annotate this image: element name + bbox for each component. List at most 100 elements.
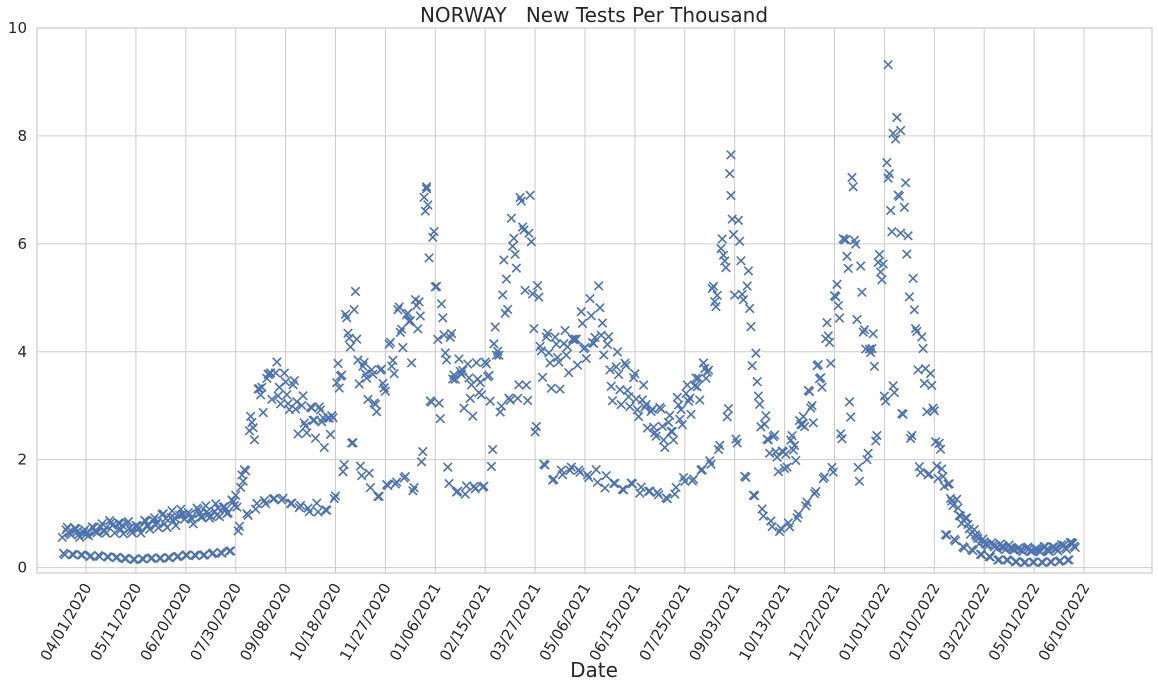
- data-point-marker: [419, 192, 429, 203]
- data-point-marker: [240, 466, 251, 476]
- data-point-marker: [506, 213, 517, 224]
- data-point-marker: [942, 530, 952, 540]
- data-point-marker: [633, 411, 644, 422]
- data-point-marker: [383, 480, 393, 491]
- data-point-marker: [586, 310, 597, 321]
- data-point-marker: [365, 482, 376, 493]
- data-point-marker: [76, 550, 86, 560]
- data-point-marker: [724, 168, 735, 179]
- data-point-marker: [169, 513, 180, 523]
- data-point-marker: [816, 373, 826, 383]
- data-point-marker: [847, 172, 857, 183]
- data-point-marker: [672, 392, 683, 403]
- data-point-marker: [697, 464, 708, 475]
- data-point-marker: [1038, 557, 1048, 568]
- data-point-marker: [742, 281, 752, 291]
- data-point-marker: [905, 433, 916, 444]
- data-point-marker: [910, 323, 921, 334]
- data-point-marker: [621, 360, 631, 371]
- data-point-marker: [364, 468, 374, 479]
- data-point-marker: [339, 459, 349, 470]
- data-point-marker: [394, 302, 404, 312]
- data-point-marker: [623, 392, 634, 402]
- data-point-marker: [784, 522, 795, 532]
- data-point-marker: [374, 491, 384, 502]
- data-point-marker: [235, 482, 246, 493]
- data-point-marker: [657, 421, 668, 432]
- data-point-marker: [732, 438, 742, 448]
- data-point-marker: [708, 281, 719, 292]
- data-point-marker: [60, 549, 70, 560]
- data-point-marker: [520, 285, 530, 296]
- data-point-marker: [793, 509, 804, 519]
- data-point-marker: [144, 524, 155, 535]
- data-point-marker: [630, 368, 640, 379]
- data-point-marker: [258, 407, 268, 418]
- data-point-marker: [355, 461, 366, 471]
- data-point-marker: [811, 486, 821, 497]
- data-point-marker: [723, 403, 734, 414]
- data-point-marker: [396, 324, 407, 334]
- data-point-marker: [882, 157, 892, 168]
- data-point-marker: [489, 339, 499, 349]
- data-point-marker: [907, 430, 917, 441]
- data-point-marker: [830, 292, 841, 302]
- data-point-marker: [232, 502, 242, 512]
- y-tick-label: 0: [17, 559, 27, 577]
- data-point-marker: [341, 312, 352, 323]
- data-point-marker: [703, 365, 714, 375]
- data-point-marker: [883, 59, 893, 70]
- data-point-marker: [918, 343, 928, 354]
- data-point-marker: [899, 202, 910, 213]
- data-point-marker: [267, 394, 277, 405]
- data-point-marker: [393, 305, 403, 315]
- data-point-marker: [581, 353, 592, 364]
- data-point-marker: [112, 552, 122, 563]
- data-point-marker: [512, 393, 523, 404]
- y-tick-label: 6: [17, 235, 27, 253]
- data-point-marker: [789, 440, 800, 451]
- data-point-marker: [158, 508, 169, 519]
- data-point-marker: [514, 380, 524, 390]
- data-point-marker: [385, 337, 396, 347]
- data-point-marker: [439, 330, 449, 340]
- data-point-marker: [950, 536, 961, 546]
- data-point-marker: [915, 467, 926, 478]
- data-point-marker: [293, 429, 303, 439]
- y-tick-label: 8: [17, 127, 27, 145]
- data-point-marker: [350, 286, 361, 297]
- data-point-marker: [734, 236, 745, 246]
- data-point-marker: [937, 464, 947, 474]
- data-point-marker: [345, 342, 356, 352]
- data-point-marker: [848, 182, 858, 192]
- data-point-marker: [746, 321, 756, 332]
- data-point-marker: [370, 399, 381, 410]
- data-point-marker: [496, 401, 507, 411]
- data-point-marker: [289, 375, 300, 386]
- data-point-marker: [603, 331, 614, 342]
- data-point-marker: [791, 455, 801, 466]
- plot-frame: [36, 27, 1153, 574]
- data-point-marker: [319, 442, 330, 453]
- data-point-marker: [408, 486, 418, 496]
- data-point-marker: [525, 190, 535, 201]
- data-point-marker: [217, 548, 227, 558]
- data-point-marker: [743, 266, 754, 276]
- data-point-marker: [252, 498, 262, 509]
- data-point-marker: [481, 359, 492, 369]
- data-point-marker: [880, 396, 891, 406]
- data-point-marker: [470, 483, 480, 494]
- data-point-marker: [421, 184, 432, 194]
- data-point-marker: [585, 293, 595, 304]
- data-point-marker: [607, 396, 618, 406]
- data-point-marker: [824, 337, 835, 348]
- data-point-marker: [919, 378, 930, 389]
- data-point-marker: [605, 365, 615, 375]
- data-point-marker: [763, 435, 774, 445]
- data-point-marker: [782, 462, 792, 472]
- data-point-marker: [257, 382, 267, 393]
- data-point-marker: [892, 112, 902, 123]
- data-point-marker: [819, 472, 830, 482]
- data-point-marker: [171, 520, 181, 531]
- data-point-marker: [351, 334, 362, 344]
